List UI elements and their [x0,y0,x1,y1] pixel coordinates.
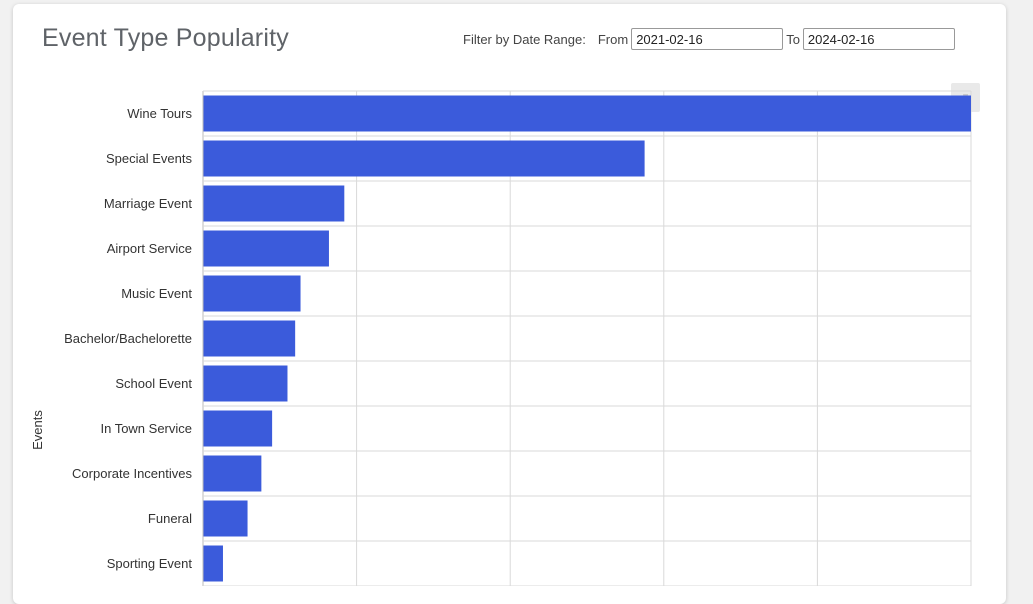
to-label: To [786,31,800,47]
from-label: From [597,31,629,47]
y-axis-label: Events [30,410,45,450]
category-label: In Town Service [100,421,192,436]
category-label: Special Events [106,151,192,166]
bar-corporate-incentives[interactable] [203,455,262,492]
bar-in-town-service[interactable] [203,410,273,447]
bar-chart-svg: Wine Tours Special Events Marriage Event Ai… [30,90,972,600]
category-label: School Event [115,376,192,391]
category-label: Wine Tours [127,106,192,121]
to-date-input[interactable] [802,28,955,50]
bar-school-event[interactable] [203,365,288,402]
category-label: Music Event [121,286,192,301]
bar-sporting-event[interactable] [203,545,223,582]
filter-label: Filter by Date Range: [463,31,586,47]
category-label: Sporting Event [107,556,193,571]
category-label: Airport Service [107,241,192,256]
page-title: Event Type Popularity [42,24,289,52]
bar-music-event[interactable] [203,275,301,312]
bar-special-events[interactable] [203,140,645,177]
chart-category-labels: Wine Tours Special Events Marriage Event Ai… [64,106,192,571]
bar-marriage-event[interactable] [203,185,345,222]
category-label: Funeral [148,511,192,526]
bar-wine-tours[interactable] [203,95,972,132]
from-date-input[interactable] [631,28,784,50]
category-label: Bachelor/Bachelorette [64,331,192,346]
chart-bars [203,95,972,582]
category-label: Marriage Event [104,196,193,211]
bar-chart: Wine Tours Special Events Marriage Event Ai… [30,90,972,600]
bar-airport-service[interactable] [203,230,329,267]
category-label: Corporate Incentives [72,466,192,481]
bar-funeral[interactable] [203,500,248,537]
bar-bachelor-bachelorette[interactable] [203,320,296,357]
date-range-filter: Filter by Date Range: From To [463,28,955,50]
